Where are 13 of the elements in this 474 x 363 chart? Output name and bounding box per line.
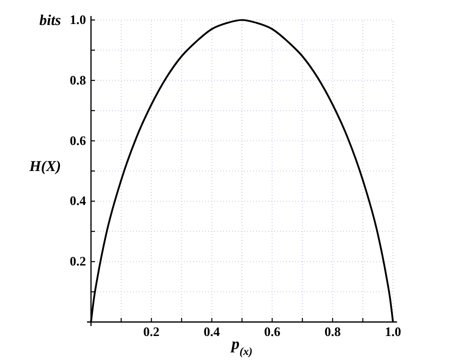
y-tick-label: 0.6 [70, 132, 86, 148]
y-tick-label: 0.8 [70, 72, 86, 88]
x-tick-label: 0.2 [143, 324, 160, 339]
x-axis-title: p$_{(x)}$ [229, 336, 253, 358]
text: bits [39, 13, 62, 29]
x-tick-label: 0.6 [264, 324, 281, 339]
y-tick-label: 0.2 [70, 254, 86, 269]
y-axis-title: H(X) [28, 159, 61, 175]
x-tick-label: 0.8 [324, 324, 342, 339]
x-tick-label: 0.4 [204, 324, 220, 339]
x-tick-label: 1.0 [384, 324, 402, 339]
y-tick-label: 1.0 [70, 12, 86, 27]
y-tick-label: 0.4 [70, 193, 86, 208]
